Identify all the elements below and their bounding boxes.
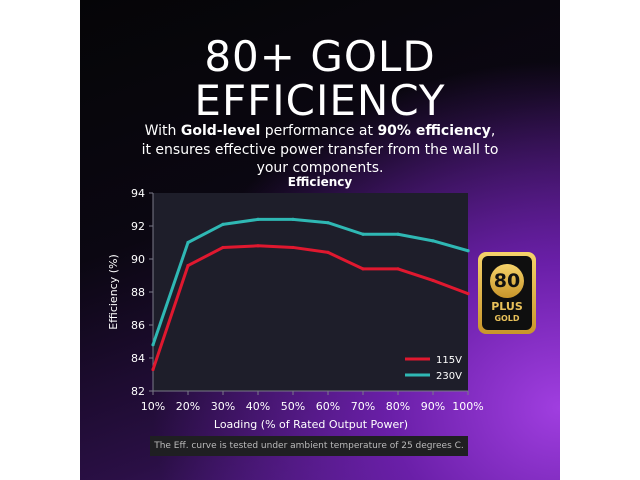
- data-point-230v: [221, 222, 225, 226]
- data-point-115v: [361, 267, 365, 271]
- data-point-230v: [396, 232, 400, 236]
- product-panel: 80+ GOLD EFFICIENCY With Gold-level perf…: [80, 0, 560, 480]
- data-point-115v: [151, 367, 155, 372]
- data-point-115v: [256, 244, 260, 248]
- x-tick-label: 80%: [386, 400, 410, 413]
- badge-plus: PLUS: [491, 300, 523, 313]
- data-point-230v: [151, 343, 155, 347]
- description-line-3: your components.: [256, 160, 384, 176]
- data-point-115v: [396, 267, 400, 271]
- description-line-1: With Gold-level performance at 90% effic…: [144, 123, 496, 139]
- efficiency-chart: 82 84 86 88 90 92 94 10% 20% 30% 40% 50% 60% 70% 80% 9…: [107, 187, 484, 431]
- x-tick-label: 60%: [316, 400, 340, 413]
- y-tick-label: 88: [131, 286, 145, 299]
- x-tick-label: 70%: [351, 400, 375, 413]
- series-line-115v: [151, 244, 469, 371]
- x-tick-label: 90%: [421, 400, 445, 413]
- y-tick-label: 84: [131, 352, 145, 365]
- y-tick-label: 82: [131, 385, 145, 398]
- y-tick-label: 94: [131, 187, 145, 200]
- x-tick-label: 30%: [211, 400, 235, 413]
- x-tick-label: 40%: [246, 400, 270, 413]
- data-point-115v: [186, 264, 190, 268]
- description-line-2: it ensures effective power transfer from…: [141, 142, 499, 158]
- y-tick-label: 92: [131, 220, 145, 233]
- badge-number: 80: [490, 264, 524, 298]
- data-point-115v: [291, 245, 295, 250]
- x-tick-label: 20%: [176, 400, 200, 413]
- data-point-230v: [256, 217, 260, 221]
- data-point-230v: [431, 239, 435, 243]
- data-point-115v: [431, 278, 435, 283]
- headline-line-1: 80+ GOLD: [204, 32, 436, 81]
- badge-tier: GOLD: [494, 314, 520, 323]
- data-point-115v: [466, 292, 470, 296]
- data-point-230v: [466, 249, 470, 253]
- data-point-230v: [326, 221, 330, 225]
- legend-label-230v: 230V: [436, 371, 462, 382]
- 80-plus-gold-badge: 80 PLUS GOLD: [478, 252, 536, 334]
- x-tick-label: 100%: [452, 400, 483, 413]
- data-point-230v: [291, 217, 295, 221]
- data-point-115v: [221, 245, 225, 250]
- x-axis-label: Loading (% of Rated Output Power): [214, 418, 408, 431]
- y-tick-label: 86: [131, 319, 145, 332]
- x-tick-label: 10%: [141, 400, 165, 413]
- data-point-230v: [186, 240, 190, 245]
- x-tick-label: 50%: [281, 400, 305, 413]
- series-line-230v: [151, 217, 469, 346]
- y-axis-label: Efficiency (%): [107, 254, 120, 330]
- y-tick-label: 90: [131, 253, 145, 266]
- legend-label-115v: 115V: [436, 355, 462, 366]
- test-condition-footnote: The Eff. curve is tested under ambient t…: [150, 436, 468, 456]
- plot-area: [153, 193, 468, 391]
- data-point-230v: [361, 232, 365, 236]
- chart-title: Efficiency: [287, 175, 353, 189]
- headline-line-2: EFFICIENCY: [194, 76, 446, 125]
- data-point-115v: [326, 250, 330, 254]
